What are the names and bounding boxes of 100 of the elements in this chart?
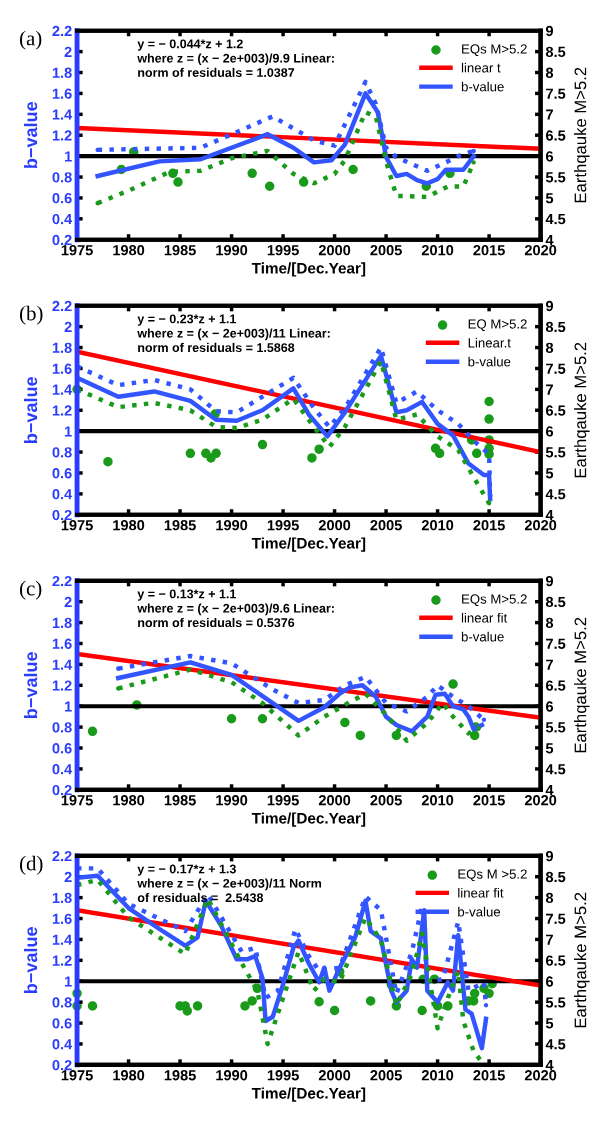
- x-tick-label: 2000: [318, 244, 351, 256]
- y-tick-label: 0.6: [52, 193, 72, 204]
- y2-tick-label: 5.5: [545, 722, 566, 733]
- y2-tick-label: 4: [545, 1060, 554, 1071]
- y-tick-label: 0.8: [52, 997, 72, 1008]
- y-tick-label: 1: [65, 426, 72, 437]
- y2-tick-label: 8.5: [545, 46, 566, 58]
- x-tick-label: 1995: [267, 244, 299, 256]
- y-tick-label: 0.6: [52, 743, 72, 754]
- y2-tick-label: 4.5: [545, 489, 566, 500]
- y2-tick-label: 8.5: [545, 321, 566, 333]
- x-tick-label: 2000: [318, 795, 351, 806]
- legend-label: b-value: [468, 356, 511, 367]
- y-tick-label: 0.8: [52, 722, 72, 733]
- y2-tick-label: 7.5: [546, 363, 566, 374]
- y-tick-label: 1: [65, 151, 72, 162]
- x-tick-label: 2015: [473, 244, 505, 256]
- x-tick-label: 1980: [113, 244, 145, 256]
- y-tick-label: 0.4: [52, 764, 73, 775]
- legend-label: Linear.t: [468, 337, 511, 348]
- y-tick-label: 2: [64, 46, 72, 57]
- y-tick-label: 0.2: [52, 1059, 72, 1071]
- x-tick-label: 2015: [473, 1070, 505, 1081]
- x-tick-label: 2000: [318, 520, 351, 531]
- y2-axis-title: Earthqauke M>5.2: [574, 892, 590, 1028]
- y-tick-label: 2.2: [52, 300, 72, 312]
- x-tick-label: 1980: [113, 520, 145, 531]
- y2-tick-label: 8.5: [545, 596, 566, 608]
- y2-tick-label: 5.5: [545, 997, 566, 1008]
- y-tick-label: 1: [65, 976, 72, 987]
- y2-tick-label: 4.5: [545, 214, 566, 225]
- legend-label: EQ M>5.2: [468, 319, 527, 331]
- x-tick-label: 2005: [370, 795, 402, 806]
- x-tick-label: 2020: [524, 520, 557, 531]
- y-tick-label: 1.8: [52, 67, 72, 78]
- y-tick-label: 1.4: [52, 934, 73, 945]
- y2-axis-title: Earthqauke M>5.2: [574, 67, 590, 203]
- y2-tick-label: 6: [545, 426, 554, 437]
- legend-label: b-value: [461, 81, 504, 92]
- x-tick-label: 2005: [370, 1070, 402, 1081]
- y-tick-label: 1.4: [52, 384, 73, 395]
- legend-label: EQs M >5.2: [458, 869, 527, 882]
- y2-tick-label: 6.5: [545, 130, 566, 141]
- y-tick-label: 0.6: [52, 468, 72, 479]
- x-tick-label: 1990: [216, 244, 248, 256]
- x-tick-label: 1995: [267, 520, 299, 531]
- y2-tick-label: 6: [545, 701, 554, 712]
- y-tick-label: 0.2: [52, 509, 72, 521]
- x-tick-label: 2015: [473, 520, 505, 531]
- annotation: y = − 0.13*z + 1.1 where z = (x − 2e+003)/9.6 Linear: norm of residuals = 0.5376: [137, 589, 334, 628]
- y-tick-label: 1.6: [52, 913, 72, 924]
- y-tick-label: 2.2: [52, 850, 72, 862]
- y-tick-label: 1.2: [52, 955, 72, 966]
- y2-tick-label: 8: [545, 617, 554, 629]
- x-tick-label: 2020: [524, 1070, 557, 1081]
- x-tick-label: 1975: [61, 1070, 93, 1081]
- x-tick-label: 1975: [61, 520, 93, 531]
- y-axis-title: b−value: [23, 927, 38, 994]
- x-axis-title: Time/[Dec.Year]: [251, 812, 366, 827]
- y2-tick-label: 4.5: [545, 764, 566, 775]
- x-tick-label: 1990: [216, 1070, 248, 1081]
- y2-tick-label: 5: [545, 743, 554, 754]
- y2-tick-label: 6: [545, 151, 554, 162]
- x-tick-label: 1995: [267, 1070, 299, 1081]
- annotation: y = − 0.044*z + 1.2 where z = (x − 2e+003)/9.9 Linear: norm of residuals = 1.0387: [137, 39, 334, 78]
- y2-tick-label: 5: [545, 468, 554, 479]
- y2-tick-label: 7.5: [546, 88, 566, 99]
- x-tick-label: 1980: [113, 1070, 145, 1081]
- y2-tick-label: 6.5: [545, 955, 566, 966]
- y2-tick-label: 5: [545, 193, 554, 204]
- y-tick-label: 1.8: [52, 617, 72, 629]
- y-tick-label: 0.4: [52, 213, 73, 225]
- y-tick-label: 0.8: [52, 172, 72, 183]
- y-tick-label: 0.6: [52, 1018, 72, 1029]
- x-tick-label: 2000: [318, 1070, 351, 1081]
- x-tick-label: 1985: [164, 520, 196, 531]
- y-tick-label: 1.6: [52, 88, 72, 99]
- x-axis-title: Time/[Dec.Year]: [251, 537, 366, 552]
- legend-label: EQs M>5.2: [462, 594, 527, 607]
- y2-tick-label: 7: [546, 384, 553, 395]
- y2-tick-label: 9: [545, 575, 554, 587]
- y-tick-label: 0.2: [52, 784, 72, 796]
- annotation: y = − 0.17*z + 1.3 where z = (x − 2e+003)/11 Norm of residuals = 2.5438: [137, 864, 322, 903]
- y-tick-label: 1.4: [52, 109, 73, 120]
- y-axis-title: b−value: [23, 377, 38, 443]
- y-tick-label: 1.2: [52, 680, 72, 691]
- text: (b): [20, 305, 43, 325]
- text: (a): [20, 30, 42, 50]
- x-tick-label: 2020: [524, 244, 557, 256]
- x-tick-label: 2015: [473, 795, 505, 806]
- legend-label: b-value: [461, 631, 504, 642]
- y2-tick-label: 9: [545, 25, 554, 37]
- y2-tick-label: 7: [546, 109, 553, 120]
- y2-axis-title: Earthqauke M>5.2: [574, 342, 590, 478]
- y-tick-label: 1: [65, 701, 72, 712]
- y2-tick-label: 4.5: [545, 1039, 566, 1050]
- y2-tick-label: 5.5: [545, 447, 566, 458]
- y2-tick-label: 9: [545, 850, 554, 862]
- y2-tick-label: 8: [545, 892, 554, 904]
- x-tick-label: 1985: [164, 1070, 196, 1081]
